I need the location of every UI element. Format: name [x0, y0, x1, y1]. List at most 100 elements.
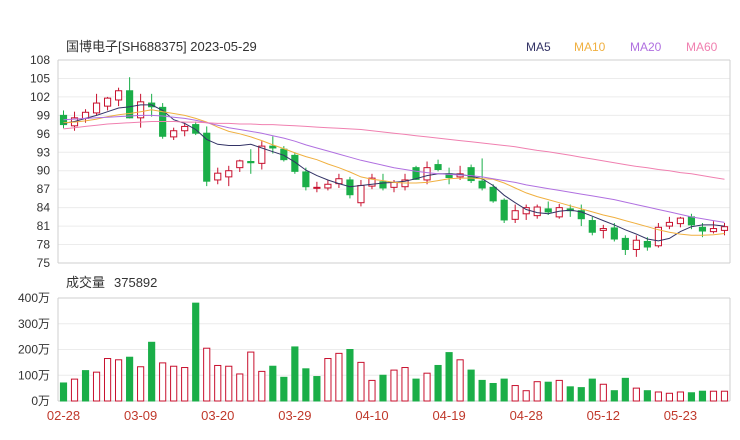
candle	[313, 181, 321, 193]
volume-tick-label: 0万	[31, 394, 50, 408]
candle-body	[203, 132, 211, 182]
volume-bar	[489, 382, 497, 402]
x-tick-label: 03-29	[278, 408, 311, 423]
volume-tick-label: 200万	[18, 343, 50, 357]
candle-body	[379, 181, 387, 189]
candle-body	[313, 186, 321, 189]
volume-bar	[423, 372, 431, 402]
ma-line-ma60	[63, 121, 725, 180]
ma-line-ma10	[63, 109, 725, 236]
x-tick-label: 05-23	[664, 408, 697, 423]
volume-bar	[379, 374, 387, 402]
candle	[335, 173, 343, 188]
volume-bar	[192, 302, 200, 402]
volume-bar	[357, 361, 365, 402]
candle-body	[423, 167, 431, 181]
candle-body	[588, 220, 596, 233]
volume-bar	[159, 362, 167, 402]
volume-latest-value: 375892	[114, 275, 157, 290]
volume-bar	[511, 385, 519, 402]
candle-body	[137, 101, 145, 119]
volume-bar	[621, 377, 629, 402]
x-tick-label: 05-12	[587, 408, 620, 423]
candle-body	[698, 226, 707, 232]
volume-bar	[346, 349, 354, 402]
candle	[544, 201, 552, 216]
candle	[357, 179, 365, 207]
volume-bar	[478, 379, 486, 402]
candle-body	[126, 90, 134, 119]
volume-bar	[676, 391, 685, 402]
candle-body	[214, 172, 222, 181]
volume-tick-label: 100万	[18, 368, 50, 382]
candle	[346, 176, 354, 199]
candle	[577, 204, 585, 227]
candle-body	[115, 90, 123, 101]
candle	[203, 126, 211, 187]
candle	[92, 93, 101, 116]
candle-body	[291, 154, 299, 172]
candle-body	[225, 170, 233, 178]
volume-bar	[247, 351, 255, 402]
volume-bar	[103, 358, 112, 402]
volume-bar	[390, 369, 398, 402]
volume-tick-label: 400万	[18, 291, 50, 305]
volume-bar	[258, 370, 266, 402]
candle-body	[643, 240, 651, 248]
candle	[511, 204, 519, 224]
volume-bar	[643, 390, 651, 402]
price-tick-label: 102	[30, 90, 50, 104]
candle-body	[324, 183, 332, 189]
volume-bar	[313, 376, 321, 402]
volume-bar	[70, 378, 79, 402]
candle	[665, 216, 673, 230]
x-tick-label: 04-28	[510, 408, 543, 423]
candle	[236, 159, 244, 172]
candle	[522, 204, 530, 220]
volume-bar	[92, 371, 101, 402]
price-tick-label: 105	[30, 71, 50, 85]
volume-bar	[137, 366, 145, 402]
volume-bar	[632, 387, 640, 402]
candle	[225, 165, 233, 187]
candle	[115, 87, 123, 107]
volume-bar	[214, 364, 222, 402]
volume-bar	[302, 368, 310, 402]
candle	[478, 158, 486, 191]
candle-body	[676, 217, 685, 225]
legend-ma60: MA60	[686, 40, 718, 54]
volume-bar	[203, 347, 211, 402]
volume-bar	[412, 378, 420, 402]
volume-bar	[81, 370, 90, 402]
candle-body	[544, 208, 552, 213]
candle	[621, 235, 629, 256]
price-panel: 108 105 102 99 96 93 90 87 84 81 78 75	[30, 53, 731, 270]
volume-bar	[588, 378, 596, 402]
volume-bar	[467, 369, 475, 402]
candle-body	[346, 179, 354, 196]
candle	[192, 121, 200, 136]
volume-bar	[324, 358, 332, 402]
candle	[709, 221, 718, 234]
price-tick-label: 90	[37, 164, 51, 178]
price-tick-label: 96	[37, 127, 51, 141]
candle	[720, 223, 729, 236]
candle-body	[709, 228, 718, 233]
volume-bar	[280, 376, 288, 402]
price-tick-label: 81	[37, 219, 51, 233]
volume-bar	[225, 365, 233, 402]
candle	[401, 173, 409, 191]
candle-body	[269, 145, 277, 149]
x-tick-label: 04-10	[355, 408, 388, 423]
candle-body	[478, 180, 486, 189]
volume-bar	[599, 383, 607, 402]
volume-bar	[665, 392, 673, 402]
volume-title: 成交量	[66, 275, 105, 290]
x-tick-label: 03-20	[201, 408, 234, 423]
volume-bar	[126, 356, 134, 402]
candle-body	[247, 161, 255, 164]
volume-bar	[148, 341, 156, 402]
candle-body	[720, 226, 729, 231]
x-axis: 02-28 03-09 03-20 03-29 04-10 04-19 04-28 05-12…	[47, 408, 697, 423]
